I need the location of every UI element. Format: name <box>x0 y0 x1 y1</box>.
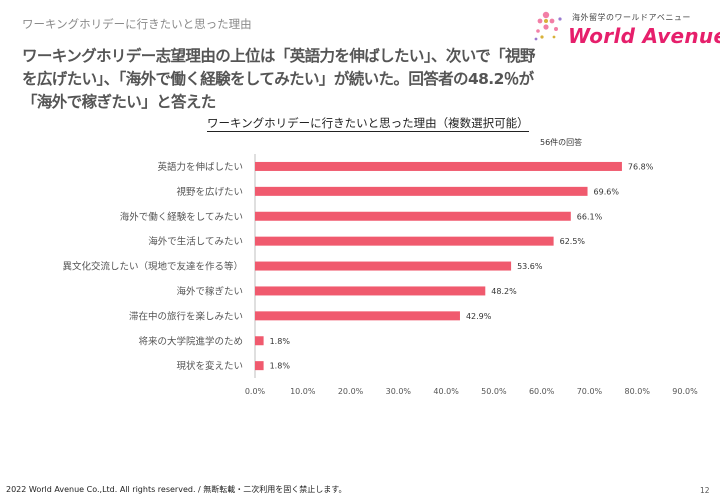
category-label: 海外で生活してみたい <box>148 236 243 248</box>
bar <box>255 286 486 296</box>
data-label: 1.8% <box>270 337 291 346</box>
x-tick-label: 60.0% <box>529 387 555 396</box>
category-label: 英語力を伸ばしたい <box>157 161 243 173</box>
category-label: 滞在中の旅行を楽しみたい <box>129 310 243 322</box>
page-number: 12 <box>700 486 710 495</box>
data-label: 48.2% <box>491 287 517 296</box>
category-label: 現状を変えたい <box>176 360 243 372</box>
logo-brand: World Avenue <box>568 24 720 48</box>
bar <box>255 236 554 246</box>
x-tick-label: 90.0% <box>672 387 698 396</box>
respondent-count: 56件の回答 <box>540 138 583 147</box>
data-label: 69.6% <box>594 187 620 196</box>
data-label: 62.5% <box>560 237 586 246</box>
data-label: 53.6% <box>517 262 543 271</box>
flower-logo-icon <box>530 7 570 56</box>
bar <box>255 336 264 346</box>
bar <box>255 186 588 196</box>
category-label: 異文化交流したい（現地で友達を作る等） <box>62 261 243 273</box>
chart-title: ワーキングホリデーに行きたいと思った理由（複数選択可能） <box>207 116 529 132</box>
bar <box>255 361 264 371</box>
page-headline: ワーキングホリデー志望理由の上位は「英語力を伸ばしたい」、次いで「視野を広げたい… <box>22 47 535 111</box>
category-label: 視野を広げたい <box>176 186 243 198</box>
x-tick-label: 80.0% <box>625 387 651 396</box>
x-tick-label: 10.0% <box>290 387 316 396</box>
bar <box>255 311 460 321</box>
data-label: 66.1% <box>577 212 603 221</box>
footer-copyright: 2022 World Avenue Co.,Ltd. All rights re… <box>6 485 347 494</box>
bar <box>255 261 512 271</box>
data-label: 76.8% <box>628 162 654 171</box>
bar <box>255 161 622 171</box>
category-label: 将来の大学院進学のため <box>138 335 243 347</box>
x-tick-label: 40.0% <box>433 387 459 396</box>
section-label: ワーキングホリデーに行きたいと思った理由 <box>22 17 252 31</box>
data-label: 1.8% <box>270 362 291 371</box>
x-tick-label: 20.0% <box>338 387 364 396</box>
x-tick-label: 0.0% <box>245 387 266 396</box>
x-tick-label: 50.0% <box>481 387 507 396</box>
category-label: 海外で稼ぎたい <box>176 285 243 297</box>
logo-tagline: 海外留学のワールドアベニュー <box>572 13 691 22</box>
category-label: 海外で働く経験をしてみたい <box>120 211 243 223</box>
x-tick-label: 30.0% <box>386 387 412 396</box>
data-label: 42.9% <box>466 312 492 321</box>
bar <box>255 211 571 221</box>
x-tick-label: 70.0% <box>577 387 603 396</box>
